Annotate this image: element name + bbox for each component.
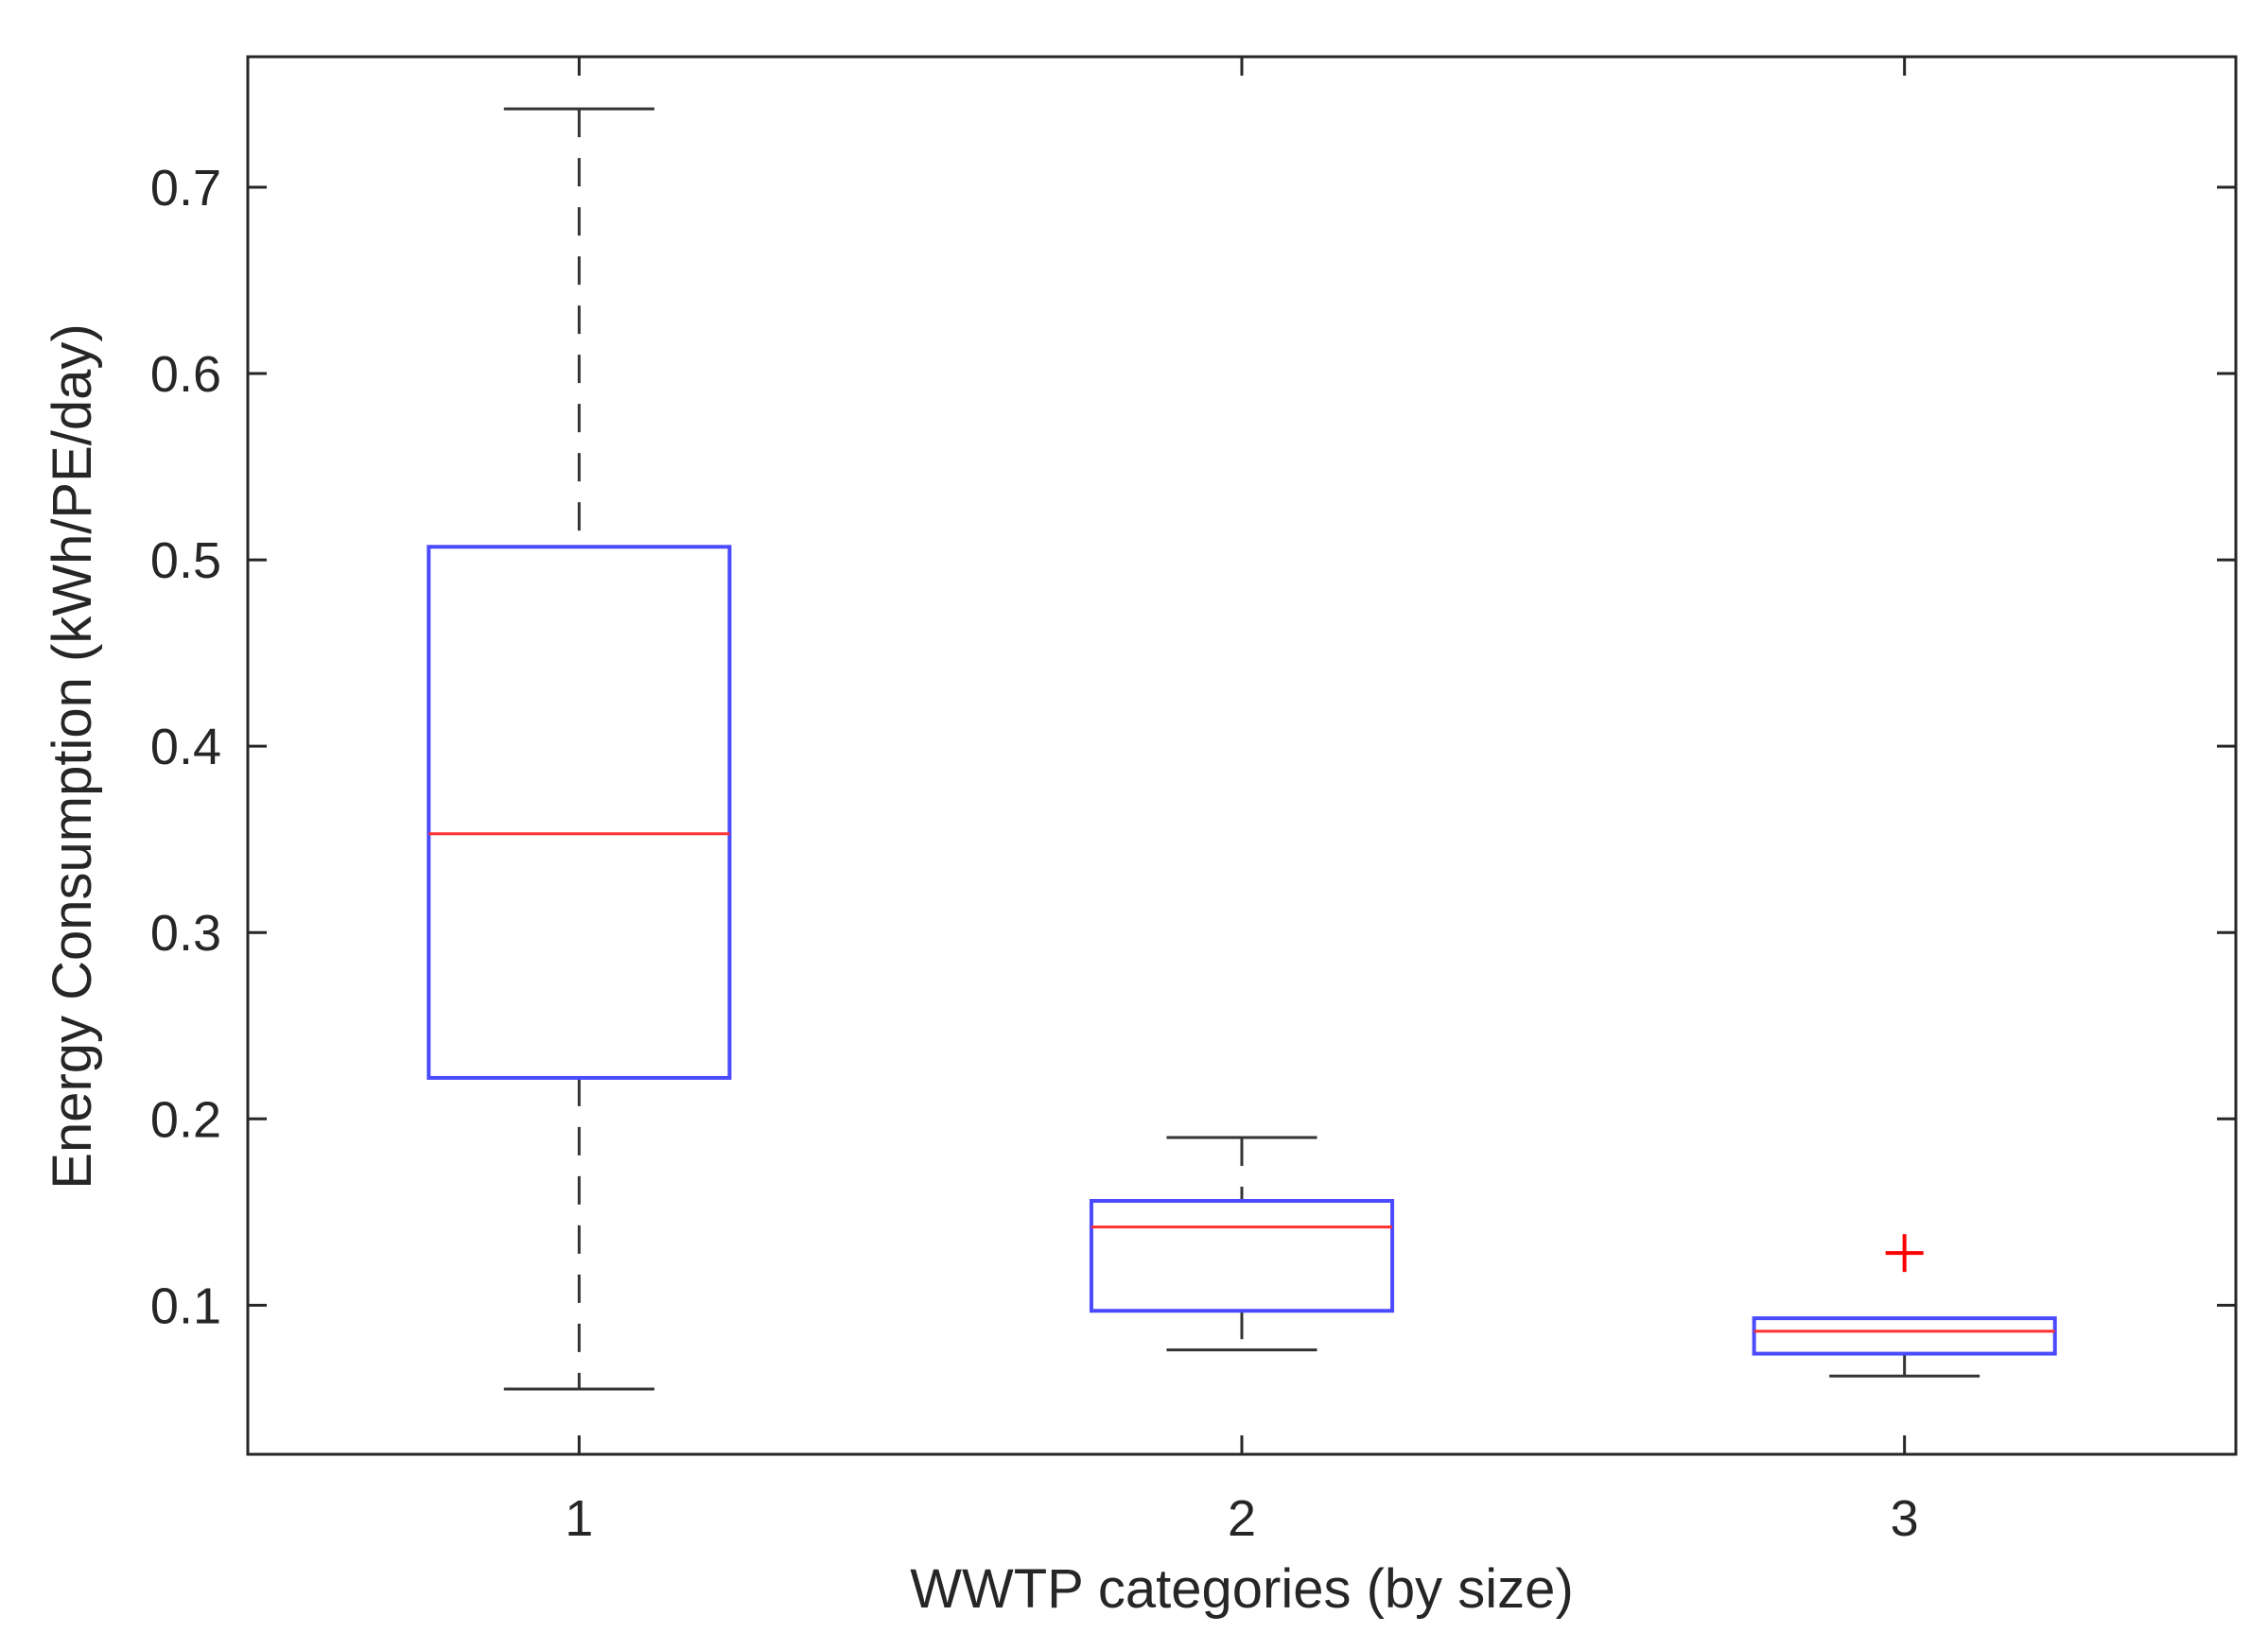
y-tick-label: 0.6 [150, 346, 221, 403]
y-tick-label: 0.3 [150, 905, 221, 962]
box-group-1 [427, 107, 732, 1391]
x-tick-label: 3 [1891, 1490, 1919, 1547]
plot-frame [246, 55, 2238, 1456]
y-axis-label: Energy Consumption (kWh/PE/day) [42, 323, 103, 1189]
labels-layer: 0.1 0.2 0.3 0.4 0.5 0.6 0.7 1 2 3 [150, 160, 1919, 1547]
x-tick-label: 1 [565, 1490, 593, 1547]
iqr-box [1752, 1316, 2057, 1356]
outlier-marker [1885, 1234, 1924, 1273]
plot-area-background [248, 57, 2236, 1454]
boxes-layer [427, 107, 2057, 1391]
x-tick-label: 2 [1228, 1490, 1256, 1547]
x-axis-label: WWTP categories (by size) [910, 1558, 1574, 1620]
y-tick-label: 0.2 [150, 1091, 221, 1148]
ticks-layer [248, 57, 2236, 1454]
y-tick-label: 0.7 [150, 160, 221, 217]
iqr-box [1089, 1198, 1395, 1313]
y-tick-label: 0.5 [150, 532, 221, 589]
box-group-2 [1089, 1136, 1395, 1352]
box-group-3 [1752, 1234, 2057, 1378]
iqr-box [427, 545, 732, 1080]
y-tick-label: 0.4 [150, 719, 221, 775]
y-tick-label: 0.1 [150, 1277, 221, 1334]
